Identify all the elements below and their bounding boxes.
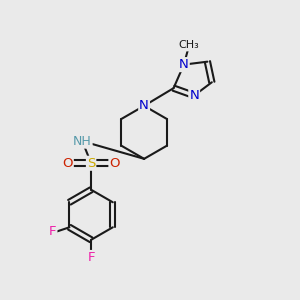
Text: S: S: [87, 157, 95, 170]
Text: F: F: [87, 251, 95, 264]
Text: O: O: [62, 157, 73, 170]
Text: F: F: [49, 225, 56, 238]
Text: NH: NH: [73, 135, 92, 148]
Text: N: N: [179, 58, 189, 71]
Text: N: N: [139, 99, 149, 112]
Text: CH₃: CH₃: [178, 40, 199, 50]
Text: O: O: [110, 157, 120, 170]
Text: N: N: [189, 89, 199, 102]
